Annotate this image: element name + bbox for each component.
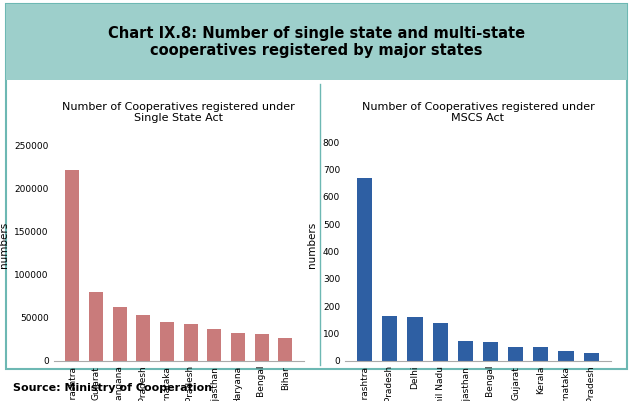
Bar — [508, 347, 523, 361]
Bar — [458, 341, 473, 361]
Y-axis label: numbers: numbers — [307, 221, 317, 268]
Text: Source: Ministry of Cooperation: Source: Ministry of Cooperation — [13, 383, 212, 393]
Bar — [254, 334, 269, 361]
Bar — [408, 316, 423, 361]
Bar — [432, 323, 448, 361]
Bar — [184, 324, 197, 361]
Bar — [483, 342, 498, 361]
Bar — [160, 322, 174, 361]
Bar — [382, 316, 398, 361]
Text: Chart IX.8: Number of single state and multi-state
cooperatives registered by ma: Chart IX.8: Number of single state and m… — [108, 26, 525, 58]
Bar — [357, 178, 372, 361]
Bar — [113, 308, 127, 361]
Bar — [207, 329, 222, 361]
Bar — [279, 338, 292, 361]
Bar — [231, 333, 245, 361]
Title: Number of Cooperatives registered under
Single State Act: Number of Cooperatives registered under … — [63, 102, 295, 124]
Title: Number of Cooperatives registered under
MSCS Act: Number of Cooperatives registered under … — [361, 102, 594, 124]
Bar — [558, 351, 573, 361]
Y-axis label: numbers: numbers — [0, 221, 9, 268]
Bar — [89, 292, 103, 361]
Bar — [533, 347, 548, 361]
Bar — [65, 170, 79, 361]
Bar — [136, 315, 151, 361]
Bar — [584, 353, 599, 361]
